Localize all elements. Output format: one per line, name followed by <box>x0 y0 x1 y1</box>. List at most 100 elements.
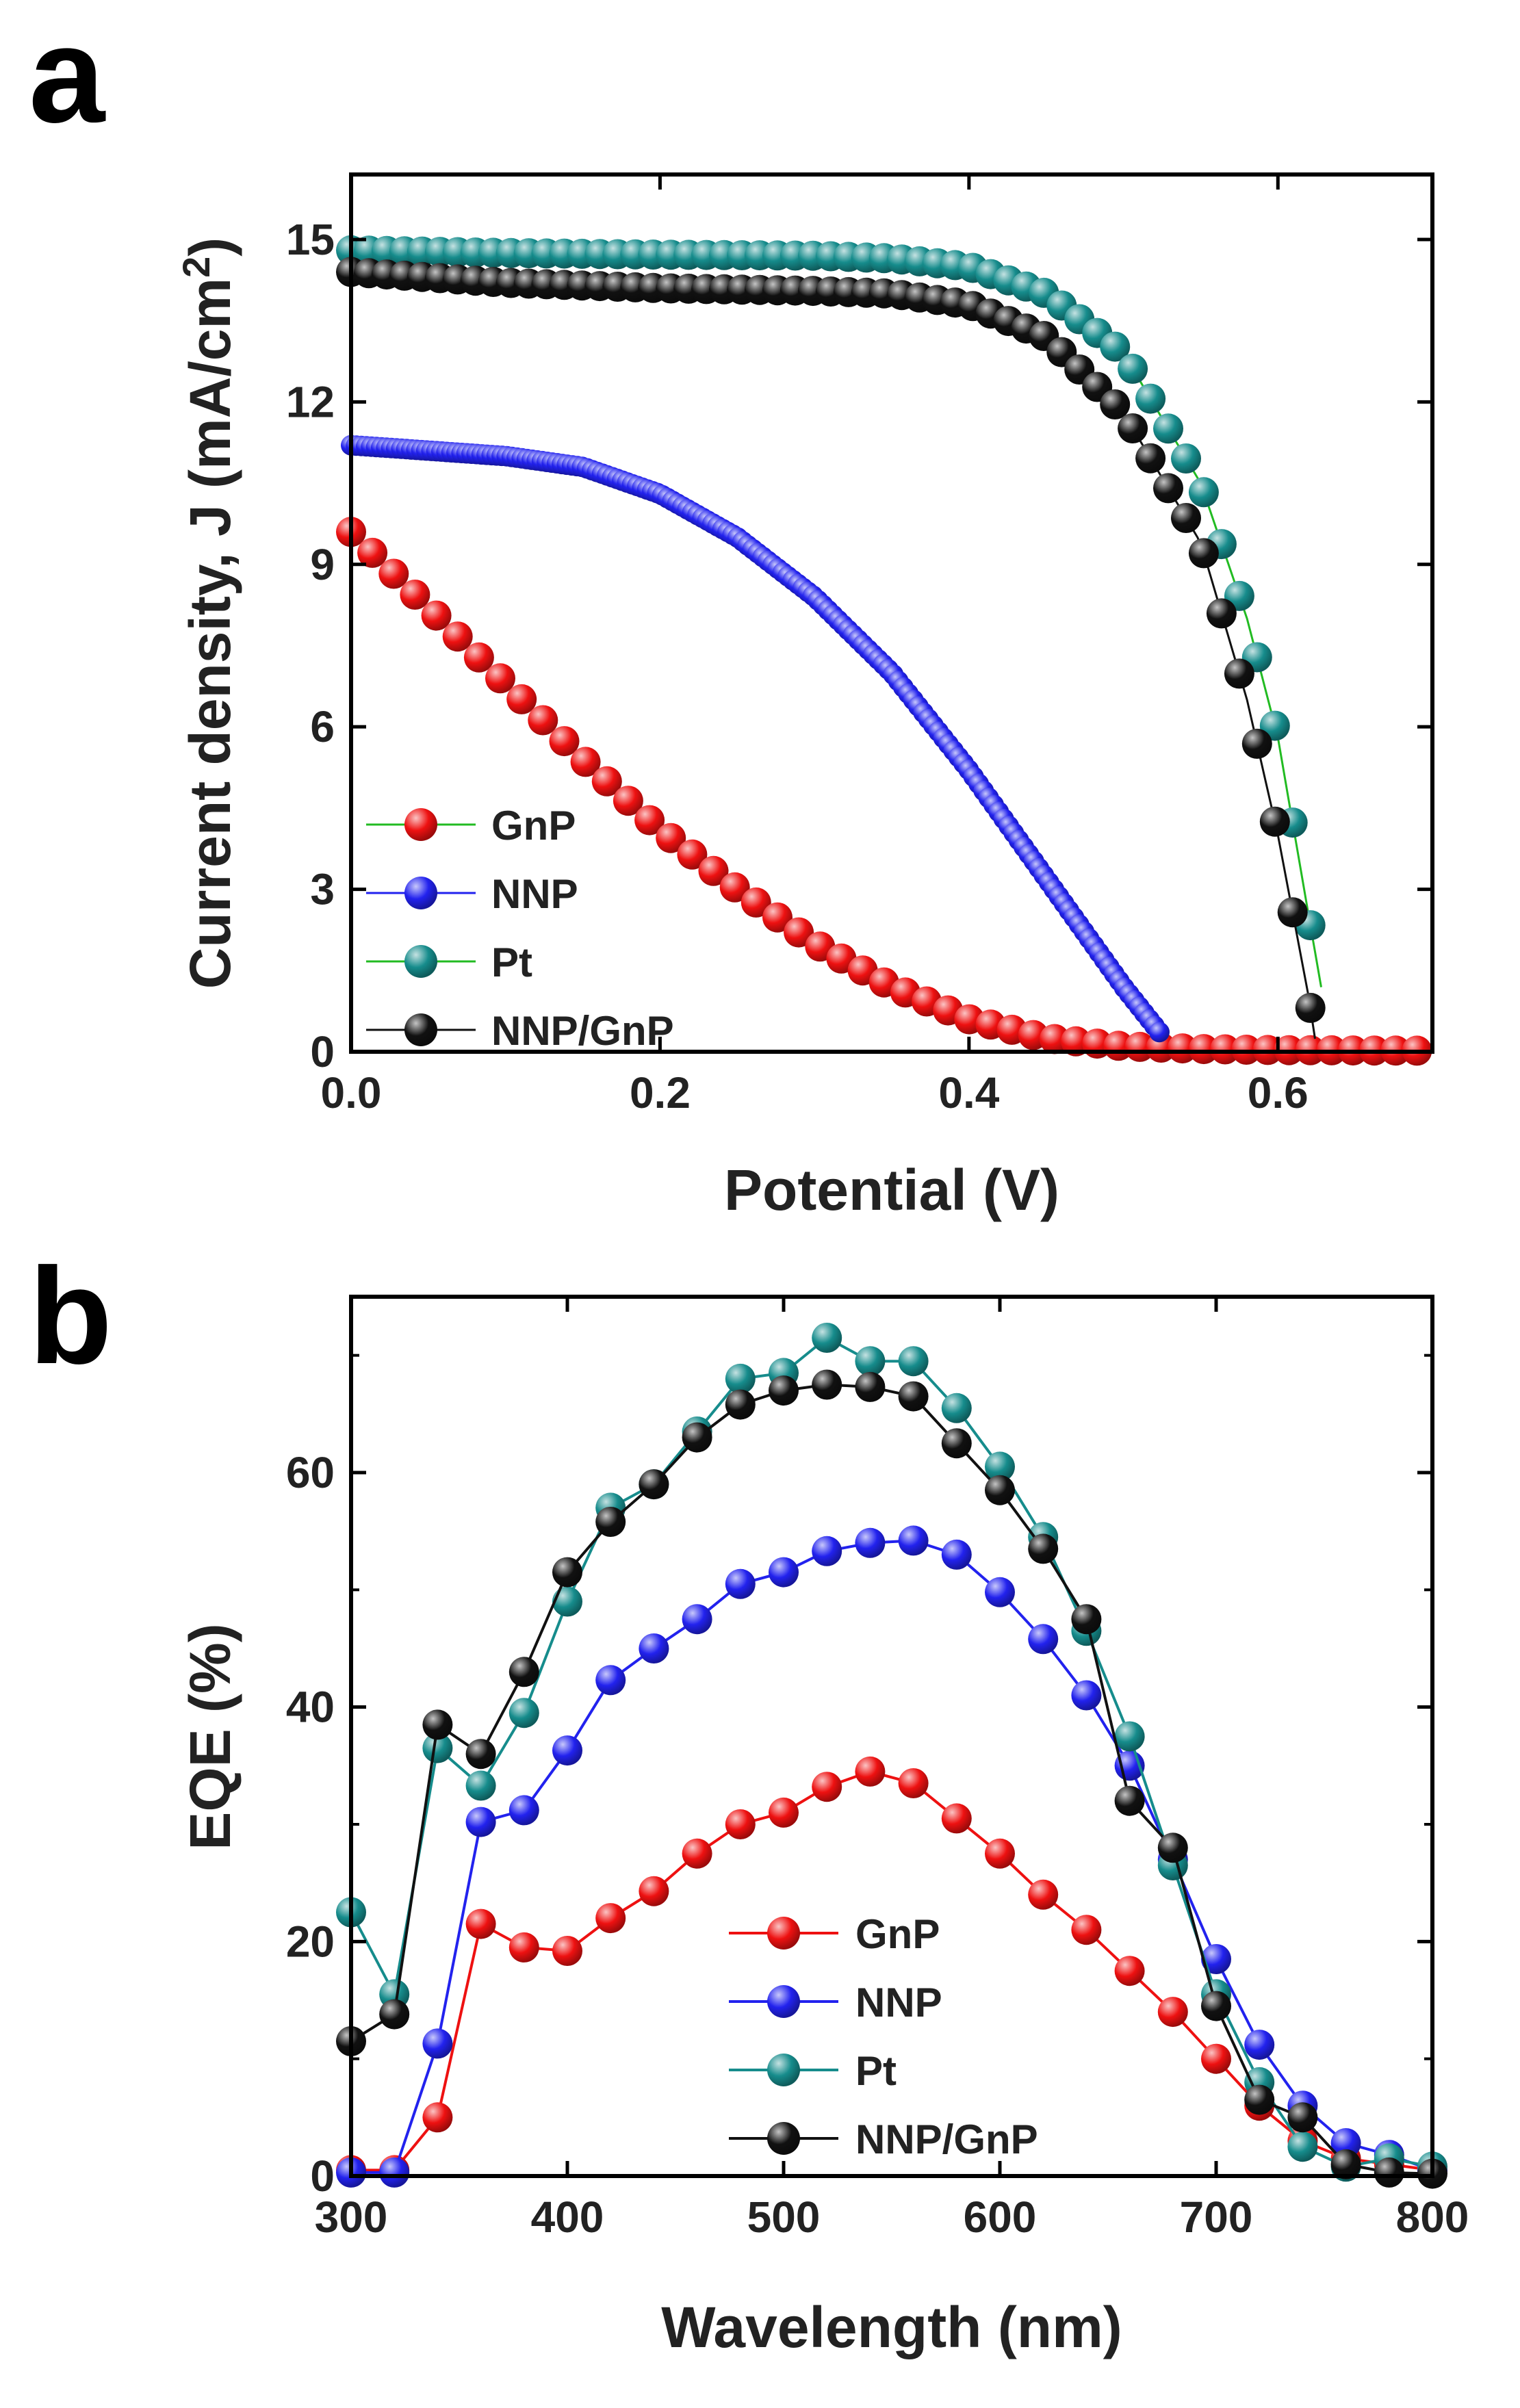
panel-a-ytick-label: 0 <box>310 1027 335 1076</box>
data-point <box>1071 1915 1102 1945</box>
data-point <box>422 1709 453 1740</box>
panel-b-ylabel: EQE (%) <box>178 1623 242 1850</box>
data-point <box>855 1371 886 1402</box>
data-point <box>639 1469 669 1500</box>
data-point <box>1118 353 1148 384</box>
data-point <box>1330 2128 1361 2158</box>
data-point <box>552 1735 582 1766</box>
data-point <box>1153 413 1183 444</box>
legend-item-nnp: NNP <box>366 871 578 917</box>
data-point <box>634 805 665 836</box>
data-point <box>421 600 452 631</box>
data-point <box>1118 413 1148 443</box>
data-point <box>442 621 473 652</box>
data-point <box>639 1633 669 1663</box>
data-point <box>769 1557 799 1588</box>
data-point <box>422 2102 453 2133</box>
data-point <box>549 726 580 757</box>
data-point <box>1287 2132 1318 2162</box>
legend-item-pt: Pt <box>366 940 532 985</box>
data-point <box>985 1475 1015 1505</box>
legend-item-gnp: GnP <box>366 803 576 849</box>
panel-b-ytick-label: 20 <box>286 1917 335 1966</box>
data-point <box>1295 992 1326 1023</box>
legend-marker <box>767 1917 800 1950</box>
data-point <box>1188 477 1219 508</box>
data-point <box>1028 1624 1059 1655</box>
panel-a-ytick-label: 12 <box>286 377 335 426</box>
data-point <box>812 1772 842 1802</box>
panel-b-xtick-label: 600 <box>964 2192 1037 2242</box>
panel-b-ytick-label: 40 <box>286 1683 335 1732</box>
data-point <box>941 1539 972 1570</box>
legend-item-nnp-gnp: NNP/GnP <box>366 1008 674 1054</box>
data-point <box>552 1936 582 1966</box>
data-point <box>1071 1604 1102 1635</box>
panel-a-ylabel-close: ) <box>178 237 242 257</box>
legend-marker <box>404 808 437 841</box>
panel-a-ytick-label: 9 <box>310 540 335 589</box>
data-point <box>595 1507 626 1537</box>
data-point <box>725 1389 756 1420</box>
series-nnp <box>336 1525 1447 2188</box>
legend-label: NNP <box>491 871 578 917</box>
data-point <box>677 839 708 870</box>
panel-a-label: a <box>29 0 106 151</box>
data-point <box>508 1698 539 1729</box>
data-point <box>1167 1033 1198 1064</box>
legend-label: NNP/GnP <box>855 2116 1038 2162</box>
data-point <box>1244 2084 1275 2115</box>
panel-b-ytick-label: 60 <box>286 1448 335 1497</box>
data-point <box>1028 1533 1059 1564</box>
data-point <box>528 705 558 736</box>
data-point <box>613 786 643 816</box>
data-point <box>1153 473 1183 504</box>
data-point <box>1201 2043 1231 2074</box>
panel-a: a 0.0 0.2 0.4 0.6 0 3 6 9 12 15 Potential (V) Cur… <box>29 0 1434 1222</box>
data-point <box>639 1876 669 1906</box>
data-point <box>941 1428 972 1459</box>
panel-b-label: b <box>29 1240 112 1393</box>
data-point <box>769 1797 799 1828</box>
data-point <box>812 1323 842 1353</box>
data-point <box>379 2157 410 2188</box>
data-point <box>508 1932 539 1963</box>
series-nnp <box>341 435 1170 1043</box>
legend-marker <box>767 1985 800 2018</box>
data-point <box>1114 1785 1145 1816</box>
legend-label: NNP/GnP <box>491 1008 674 1054</box>
data-point <box>1171 443 1201 474</box>
legend-item-pt: Pt <box>729 2048 897 2094</box>
data-point <box>812 1536 842 1566</box>
data-point <box>898 1381 929 1412</box>
panel-a-xlabel: Potential (V) <box>724 1158 1059 1222</box>
data-point <box>1171 503 1201 533</box>
panel-a-legend: GnP NNP Pt NNP/GnP <box>366 803 674 1054</box>
data-point <box>1157 1833 1188 1863</box>
data-point <box>1100 331 1131 362</box>
legend-label: GnP <box>855 1911 940 1957</box>
data-point <box>1114 1721 1145 1752</box>
data-point <box>855 1756 886 1787</box>
data-point <box>1277 897 1308 928</box>
data-point <box>1241 728 1272 759</box>
panel-b-xtick-label: 300 <box>315 2192 388 2242</box>
legend-label: Pt <box>491 940 532 985</box>
data-point <box>682 1422 712 1453</box>
panel-a-xtick-label: 0.0 <box>321 1068 382 1117</box>
data-point <box>463 642 494 673</box>
panel-b-plot-area <box>336 1323 1447 2189</box>
data-point <box>941 1803 972 1834</box>
data-point <box>1028 1879 1059 1910</box>
data-point <box>985 1838 1015 1869</box>
data-point <box>591 766 622 797</box>
panel-a-frame <box>349 172 1434 1054</box>
data-point <box>1330 2149 1361 2179</box>
series-line <box>350 444 1161 1035</box>
series-line <box>350 270 1316 1039</box>
data-point <box>719 872 750 903</box>
panel-b-xtick-label: 700 <box>1180 2192 1253 2242</box>
data-point <box>740 887 771 918</box>
panel-a-xtick-label: 0.2 <box>630 1068 691 1117</box>
